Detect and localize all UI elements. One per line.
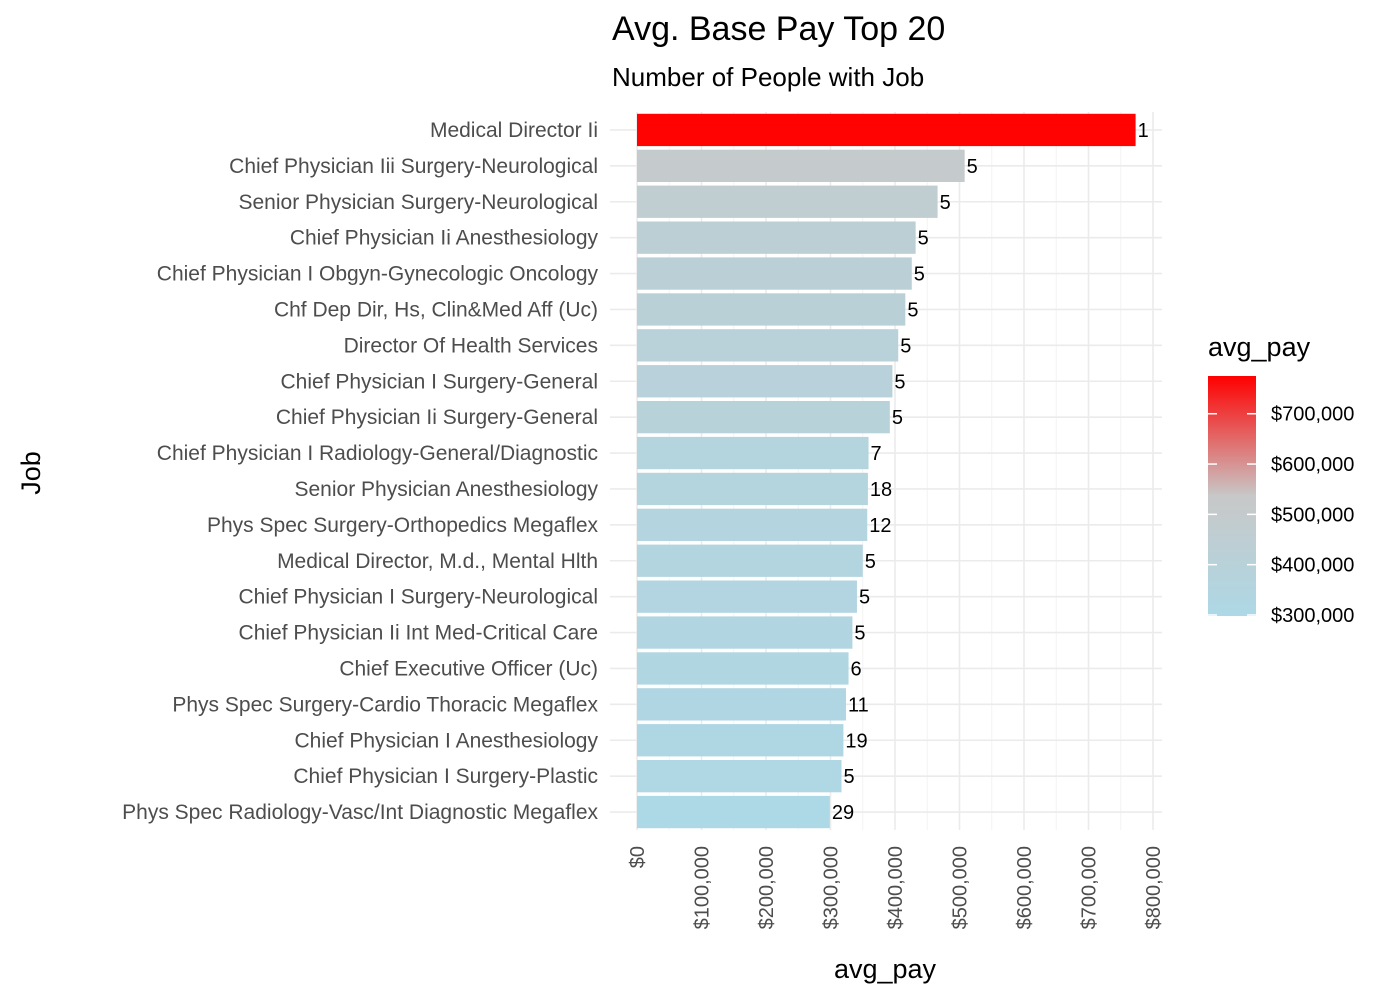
chart-title: Avg. Base Pay Top 20: [612, 10, 946, 48]
legend-title: avg_pay: [1208, 332, 1311, 362]
legend-tick-label: $700,000: [1271, 404, 1354, 426]
y-tick-label: Medical Director, M.d., Mental Hlth: [277, 550, 598, 573]
legend-tick-label: $300,000: [1271, 605, 1354, 627]
y-tick-label: Chief Physician I Radiology-General/Diag…: [157, 442, 598, 465]
y-axis-tick-labels: Medical Director Ii Chief Physician Iii S…: [122, 119, 598, 824]
y-tick-label: Senior Physician Surgery-Neurological: [238, 191, 598, 214]
bar: [637, 795, 830, 829]
bar-data-label: 7: [871, 443, 882, 465]
bar: [637, 724, 844, 757]
bar-data-label: 5: [918, 228, 929, 250]
y-tick-label: Senior Physician Anesthesiology: [294, 478, 598, 501]
bars: [637, 113, 1136, 829]
x-tick-label: $500,000: [950, 846, 972, 929]
bar-data-label: 5: [843, 766, 854, 788]
bar-data-label: 1: [1138, 120, 1149, 142]
bar: [637, 759, 842, 793]
bar-data-label: 5: [914, 264, 925, 286]
bar: [637, 508, 868, 542]
y-axis-label: Job: [16, 451, 46, 495]
y-tick-label: Director Of Health Services: [344, 334, 598, 357]
x-tick-label: $700,000: [1079, 846, 1101, 929]
x-tick-label: $400,000: [885, 846, 907, 929]
legend-tick-label: $600,000: [1271, 454, 1354, 476]
y-tick-label: Chief Physician Ii Surgery-General: [276, 406, 598, 429]
y-tick-label: Chf Dep Dir, Hs, Clin&Med Aff (Uc): [274, 298, 598, 321]
y-tick-label: Chief Physician Iii Surgery-Neurological: [229, 155, 598, 178]
legend-colorbar: [1208, 376, 1256, 616]
bar-data-label: 5: [865, 551, 876, 573]
x-tick-label: $200,000: [756, 846, 778, 929]
bar: [637, 257, 912, 290]
bar: [637, 652, 849, 685]
x-tick-label: $300,000: [821, 846, 843, 929]
bar: [637, 329, 899, 362]
y-tick-label: Chief Physician Ii Int Med-Critical Care: [239, 622, 598, 645]
bar-data-label: 29: [832, 802, 854, 824]
bar-data-label: 5: [907, 299, 918, 321]
bar-data-label: 5: [940, 192, 951, 214]
bar: [637, 185, 938, 218]
bar: [637, 149, 965, 183]
bar-data-label: 11: [848, 694, 869, 716]
bar-data-label: 5: [894, 371, 905, 393]
y-tick-label: Chief Physician I Obgyn-Gynecologic Onco…: [157, 263, 599, 286]
bar-data-label: 6: [851, 658, 862, 680]
bar-data-label: 12: [869, 515, 891, 537]
x-tick-label: $800,000: [1143, 846, 1165, 929]
x-tick-label: $600,000: [1014, 846, 1036, 929]
y-tick-label: Medical Director Ii: [430, 119, 598, 142]
bar: [637, 293, 906, 326]
x-tick-label: $0: [627, 846, 649, 868]
bar: [637, 616, 853, 649]
bar: [637, 580, 857, 613]
bar-data-label: 5: [967, 156, 978, 178]
y-tick-label: Phys Spec Surgery-Cardio Thoracic Megafl…: [172, 693, 598, 716]
legend: avg_pay $300,000 $400,000 $500,000 $600,000…: [1208, 332, 1354, 627]
y-tick-label: Chief Physician I Anesthesiology: [294, 729, 598, 752]
bar-data-label: 5: [859, 587, 870, 609]
bar: [637, 113, 1136, 147]
legend-tick-label: $400,000: [1271, 555, 1354, 577]
bar: [637, 400, 890, 434]
bar: [637, 436, 869, 470]
bar: [637, 472, 868, 506]
legend-ticks: $300,000 $400,000 $500,000 $600,000 $700,000: [1208, 404, 1354, 627]
y-tick-label: Phys Spec Radiology-Vasc/Int Diagnostic …: [122, 801, 598, 824]
bar: [637, 688, 846, 721]
bar-data-label: 19: [845, 730, 867, 752]
bar: [637, 221, 916, 254]
y-tick-label: Chief Executive Officer (Uc): [339, 657, 598, 680]
bar: [637, 544, 863, 577]
y-tick-label: Chief Physician Ii Anesthesiology: [290, 227, 599, 250]
x-axis-tick-labels: $0 $100,000 $200,000 $300,000 $400,000 $500,0…: [627, 846, 1165, 929]
bar: [637, 365, 893, 398]
y-tick-label: Chief Physician I Surgery-Neurological: [239, 586, 599, 609]
bar-data-label: 18: [870, 479, 892, 501]
x-axis-label: avg_pay: [834, 954, 937, 984]
y-tick-label: Chief Physician I Surgery-Plastic: [293, 765, 598, 788]
y-tick-label: Chief Physician I Surgery-General: [281, 370, 598, 393]
y-tick-label: Phys Spec Surgery-Orthopedics Megaflex: [207, 514, 599, 537]
chart-subtitle: Number of People with Job: [612, 62, 925, 92]
bar-data-label: 5: [900, 335, 911, 357]
bar-data-label: 5: [892, 407, 903, 429]
grid: [610, 112, 1162, 830]
legend-tick-label: $500,000: [1271, 504, 1354, 526]
bar-data-label: 5: [854, 623, 865, 645]
x-tick-label: $100,000: [692, 846, 714, 929]
